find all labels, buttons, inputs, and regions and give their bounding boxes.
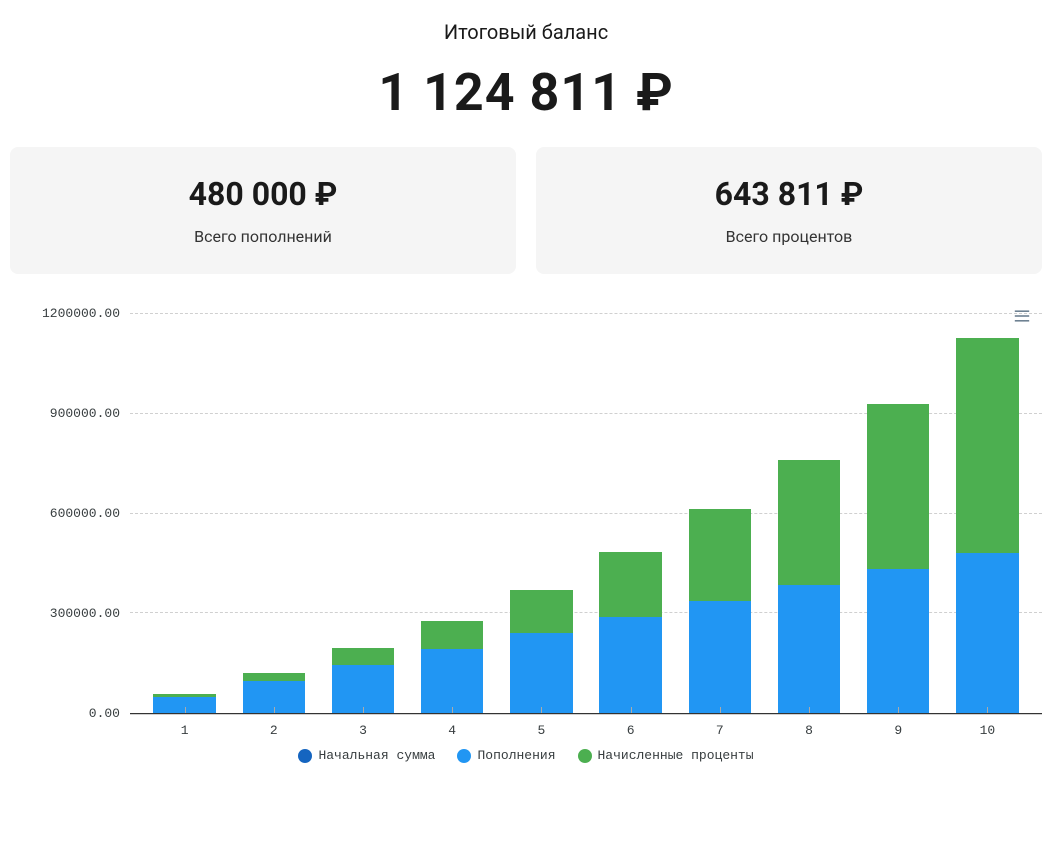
legend-swatch bbox=[298, 749, 312, 763]
bar-segment bbox=[956, 553, 1018, 713]
balance-chart: 1200000.00900000.00600000.00300000.000.0… bbox=[10, 304, 1042, 763]
bar-slot bbox=[675, 314, 764, 713]
bar-slot bbox=[497, 314, 586, 713]
summary-amount: 1 124 811 ₽ bbox=[10, 62, 1042, 123]
bar-slot bbox=[229, 314, 318, 713]
y-axis: 1200000.00900000.00600000.00300000.000.0… bbox=[10, 314, 130, 714]
bar-slot bbox=[764, 314, 853, 713]
bar-segment bbox=[689, 509, 751, 601]
bar[interactable] bbox=[867, 404, 929, 713]
bar-segment bbox=[599, 552, 661, 617]
x-tick: 2 bbox=[229, 715, 318, 738]
card-label: Всего пополнений bbox=[30, 227, 496, 246]
card-amount: 643 811 ₽ bbox=[556, 175, 1022, 213]
legend-swatch bbox=[578, 749, 592, 763]
card-interest: 643 811 ₽ Всего процентов bbox=[536, 147, 1042, 274]
bar[interactable] bbox=[956, 338, 1018, 713]
bar[interactable] bbox=[510, 590, 572, 713]
legend-item[interactable]: Начисленные проценты bbox=[578, 748, 754, 763]
chart-legend: Начальная сумма Пополнения Начисленные про… bbox=[10, 748, 1042, 763]
card-label: Всего процентов bbox=[556, 227, 1022, 246]
chart-plot bbox=[130, 314, 1042, 714]
x-tick: 7 bbox=[675, 715, 764, 738]
x-tick: 6 bbox=[586, 715, 675, 738]
summary-title: Итоговый баланс bbox=[10, 20, 1042, 44]
bar-segment bbox=[689, 601, 751, 713]
bar-slot bbox=[943, 314, 1032, 713]
legend-item[interactable]: Начальная сумма bbox=[298, 748, 435, 763]
x-tick: 4 bbox=[408, 715, 497, 738]
card-amount: 480 000 ₽ bbox=[30, 175, 496, 213]
bar-segment bbox=[243, 673, 305, 681]
x-axis: 12345678910 bbox=[130, 715, 1042, 738]
summary-cards: 480 000 ₽ Всего пополнений 643 811 ₽ Все… bbox=[10, 147, 1042, 274]
legend-swatch bbox=[457, 749, 471, 763]
bar[interactable] bbox=[599, 552, 661, 713]
legend-label: Пополнения bbox=[477, 748, 555, 763]
bar-segment bbox=[867, 404, 929, 569]
x-tick: 5 bbox=[497, 715, 586, 738]
x-tick: 8 bbox=[764, 715, 853, 738]
bar-segment bbox=[510, 633, 572, 713]
bar-segment bbox=[332, 665, 394, 713]
bar-segment bbox=[778, 460, 840, 585]
bar-segment bbox=[599, 617, 661, 713]
x-tick: 1 bbox=[140, 715, 229, 738]
bar-segment bbox=[778, 585, 840, 713]
bar[interactable] bbox=[421, 621, 483, 713]
bar-segment bbox=[421, 621, 483, 649]
card-deposits: 480 000 ₽ Всего пополнений bbox=[10, 147, 516, 274]
x-tick: 3 bbox=[318, 715, 407, 738]
x-tick: 9 bbox=[854, 715, 943, 738]
bar-segment bbox=[332, 648, 394, 665]
bar-segment bbox=[867, 569, 929, 713]
bar-segment bbox=[421, 649, 483, 713]
bar-segment bbox=[956, 338, 1018, 553]
summary-header: Итоговый баланс 1 124 811 ₽ bbox=[10, 20, 1042, 123]
x-tick: 10 bbox=[943, 715, 1032, 738]
bar-slot bbox=[854, 314, 943, 713]
bar-slot bbox=[318, 314, 407, 713]
bar[interactable] bbox=[689, 509, 751, 713]
bar-slot bbox=[408, 314, 497, 713]
bar[interactable] bbox=[778, 460, 840, 713]
bar[interactable] bbox=[332, 648, 394, 713]
legend-label: Начисленные проценты bbox=[598, 748, 754, 763]
bar-slot bbox=[586, 314, 675, 713]
legend-item[interactable]: Пополнения bbox=[457, 748, 555, 763]
bar-slot bbox=[140, 314, 229, 713]
legend-label: Начальная сумма bbox=[318, 748, 435, 763]
bar-segment bbox=[510, 590, 572, 633]
